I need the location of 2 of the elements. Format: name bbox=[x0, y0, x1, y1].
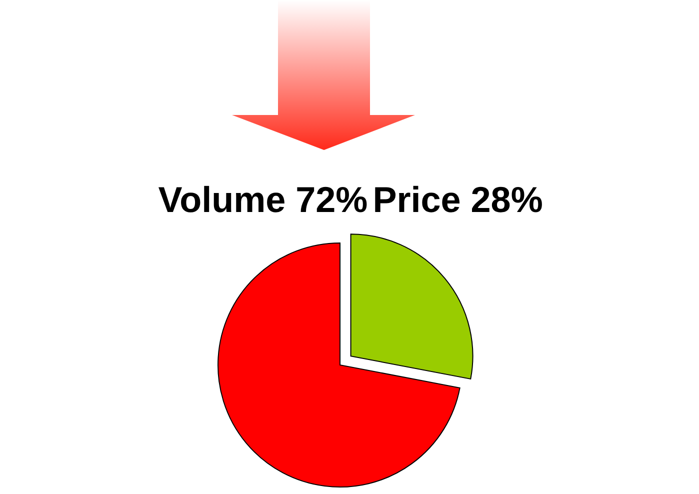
slice-label: Price 28% bbox=[372, 179, 543, 220]
slice-label: Volume 72% bbox=[158, 179, 368, 220]
